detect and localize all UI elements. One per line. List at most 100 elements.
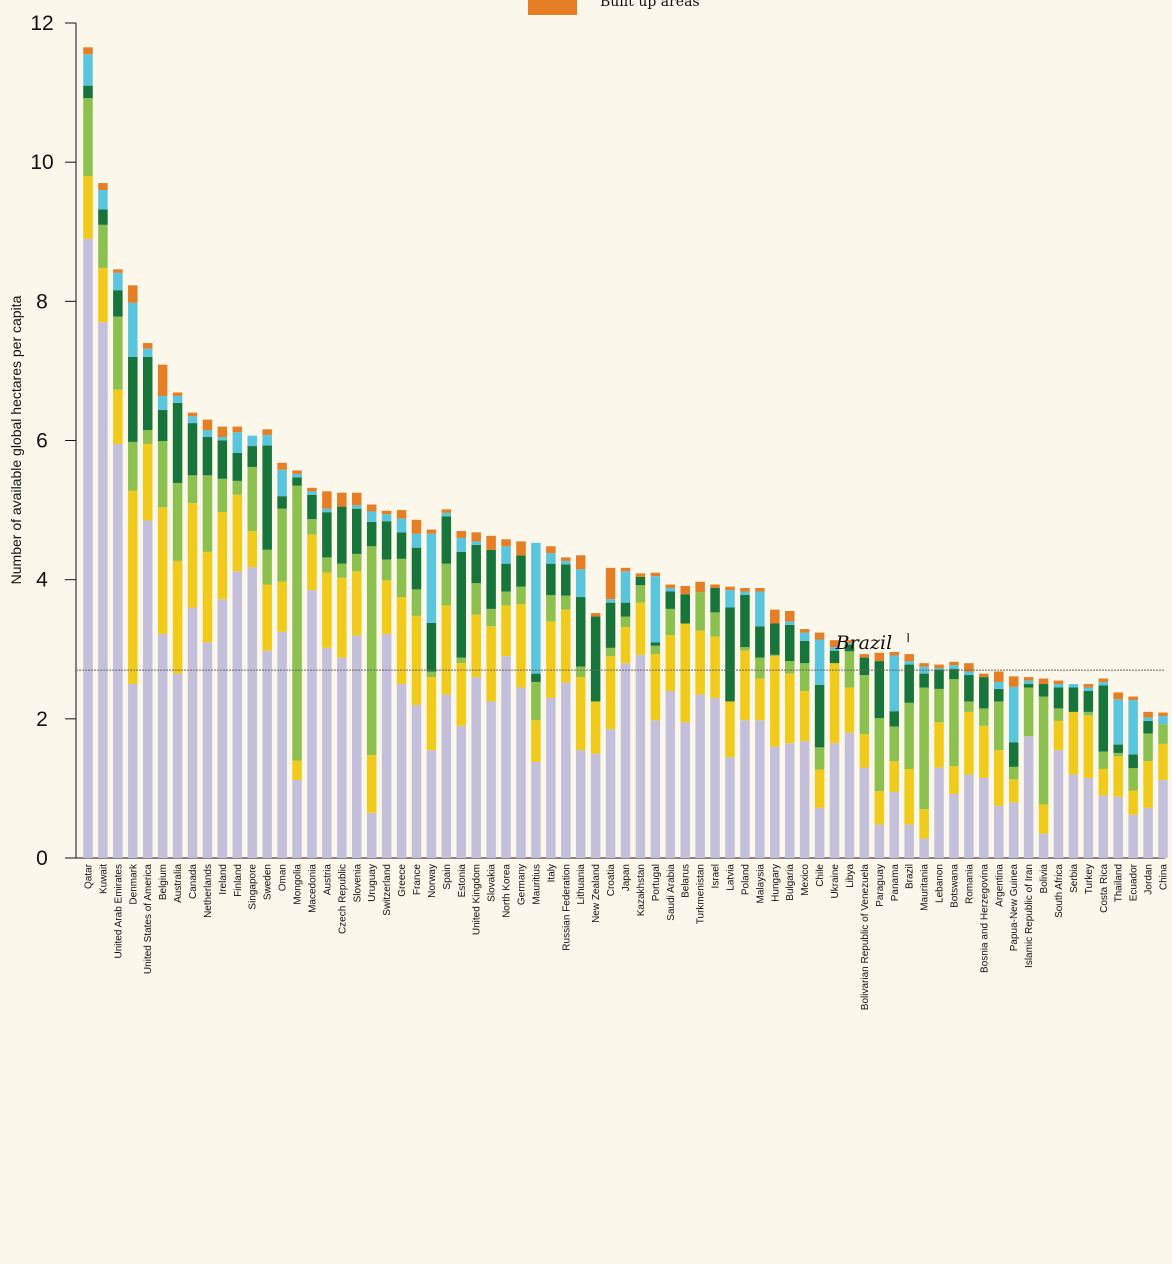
bar-segment-6 [680, 585, 690, 595]
bar-segment-4 [307, 494, 317, 520]
x-tick-label: Germany [516, 864, 527, 905]
bar-segment-5 [501, 546, 511, 564]
bar-segment-1 [247, 567, 257, 858]
bar-kazakhstan [635, 573, 646, 858]
bar-segment-6 [770, 609, 780, 624]
bar-austria [322, 491, 332, 858]
bar-segment-5 [142, 348, 153, 357]
bar-segment-5 [456, 537, 467, 552]
bar-segment-2 [1038, 804, 1049, 834]
bar-segment-1 [83, 238, 93, 859]
bar-segment-2 [814, 769, 825, 808]
bar-segment-3 [1158, 724, 1168, 744]
bar-segment-5 [98, 190, 108, 210]
bar-portugal [650, 572, 661, 858]
bar-segment-1 [486, 701, 496, 858]
bar-segment-2 [337, 577, 347, 658]
bar-segment-1 [128, 684, 138, 858]
bar-segment-3 [83, 98, 93, 177]
bar-segment-4 [1068, 687, 1079, 712]
bar-panama [889, 652, 899, 858]
x-tick-label: Finland [233, 864, 244, 897]
bar-segment-3 [695, 592, 705, 631]
bar-segment-4 [859, 657, 870, 675]
bar-segment-2 [1098, 768, 1109, 796]
bar-segment-6 [919, 663, 929, 667]
bar-segment-1 [874, 824, 885, 858]
bar-segment-2 [501, 605, 511, 657]
x-tick-label: Serbia [1069, 864, 1080, 893]
bar-segment-1 [964, 774, 974, 858]
bar-segment-1 [949, 793, 959, 858]
bar-segment-6 [128, 285, 138, 303]
bar-segment-2 [934, 722, 944, 768]
bar-segment-1 [217, 599, 228, 858]
bar-segment-4 [949, 668, 959, 680]
bar-segment-3 [561, 595, 571, 610]
bar-segment-3 [426, 671, 437, 678]
x-tick-label: Bolivarian Republic of Venezuela [860, 864, 871, 1011]
bar-segment-5 [829, 647, 840, 651]
bar-segment-5 [307, 491, 317, 495]
bar-segment-5 [575, 569, 586, 598]
bar-segment-2 [98, 267, 108, 323]
x-tick-label: Turkmenistan [696, 864, 707, 924]
bar-israel [710, 584, 720, 858]
x-tick-label: Sweden [263, 864, 274, 900]
bar-thailand [1113, 692, 1123, 858]
bar-segment-2 [456, 663, 467, 726]
bar-segment-3 [456, 657, 467, 664]
bar-segment-3 [784, 661, 795, 674]
bar-segment-1 [113, 443, 123, 858]
x-tick-label: North Korea [502, 864, 513, 918]
bar-segment-4 [844, 644, 855, 652]
bar-segment-2 [471, 614, 481, 678]
bar-segment-4 [217, 440, 228, 479]
bar-segment-1 [187, 607, 198, 858]
bar-segment-6 [142, 343, 153, 349]
bar-segment-6 [949, 661, 959, 666]
bar-segment-3 [844, 651, 855, 688]
bar-segment-3 [352, 553, 362, 572]
bar-segment-1 [904, 824, 914, 858]
bar-united-arab-emirates [113, 269, 123, 858]
bar-segment-3 [874, 718, 885, 792]
bar-segment-1 [1143, 807, 1153, 858]
bar-segment-1 [590, 753, 601, 858]
x-tick-label: Lebanon [935, 864, 946, 903]
bar-segment-4 [232, 453, 243, 481]
bar-segment-1 [262, 650, 272, 858]
bar-segment-3 [620, 616, 631, 627]
bar-segment-3 [366, 546, 377, 756]
x-tick-label: Greece [397, 864, 408, 897]
bar-segment-2 [172, 560, 183, 674]
bar-segment-3 [1038, 696, 1049, 805]
bar-segment-2 [710, 636, 720, 698]
bar-segment-3 [635, 585, 646, 603]
bar-segment-1 [994, 805, 1004, 858]
bar-segment-6 [322, 491, 332, 509]
bar-segment-2 [994, 750, 1004, 806]
bar-segment-1 [1053, 750, 1064, 858]
bar-segment-4 [396, 532, 407, 559]
bar-segment-4 [605, 602, 616, 648]
bar-papua-new-guinea [1008, 676, 1019, 858]
bar-segment-6 [874, 652, 885, 662]
bar-segment-5 [441, 512, 452, 517]
x-tick-label: Uruguay [367, 864, 378, 902]
bar-switzerland [381, 510, 392, 858]
bar-segment-4 [829, 650, 840, 664]
x-tick-label: Croatia [606, 864, 617, 897]
bar-segment-3 [1143, 733, 1153, 762]
bar-segment-3 [471, 583, 481, 615]
bar-bolivarian-republic-of-venezuela [859, 654, 870, 858]
bar-segment-2 [575, 677, 586, 751]
bar-segment-1 [426, 750, 437, 858]
bar-segment-3 [277, 508, 287, 582]
bar-macedonia [307, 487, 317, 858]
bar-segment-1 [516, 687, 526, 858]
bar-ecuador [1128, 696, 1138, 858]
bar-slovakia [486, 535, 496, 858]
bar-segment-3 [1083, 711, 1094, 716]
bar-segment-1 [292, 780, 302, 858]
